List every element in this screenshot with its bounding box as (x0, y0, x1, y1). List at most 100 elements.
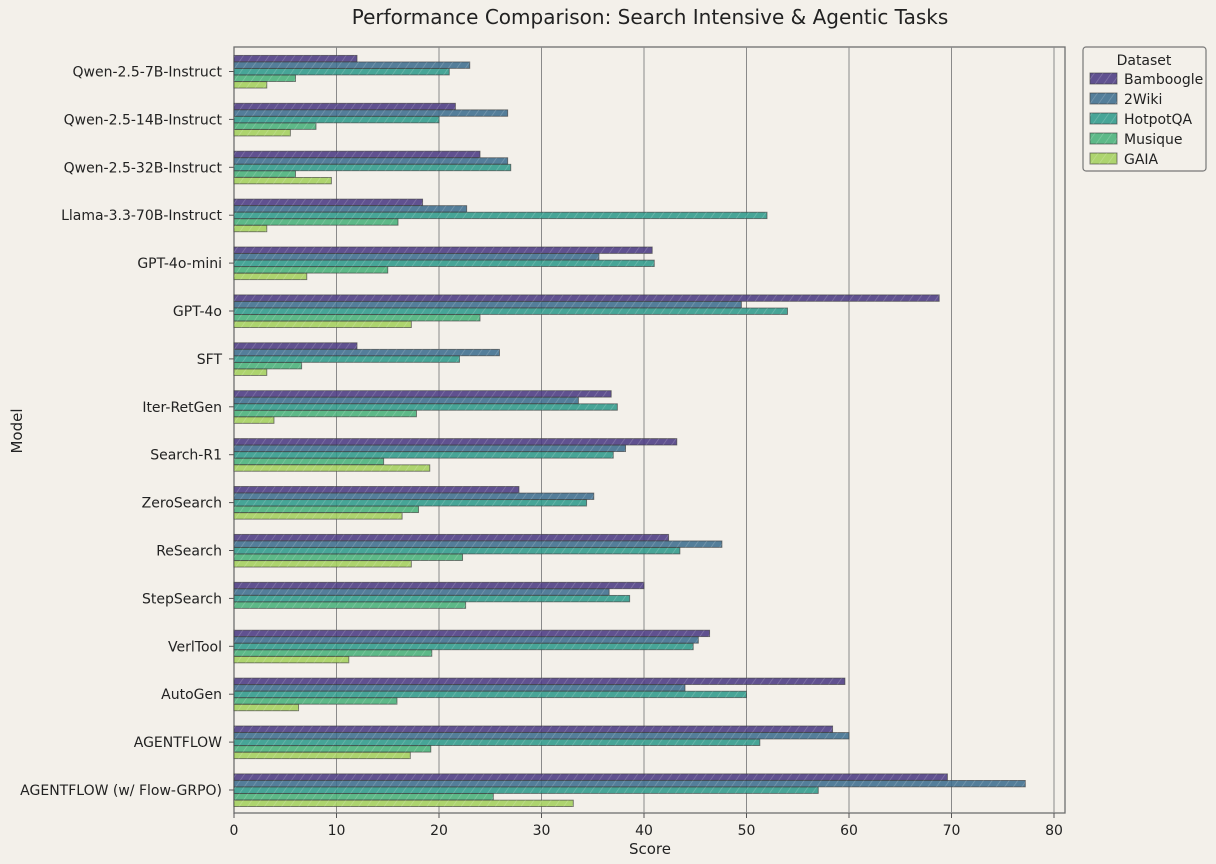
bar-gaia-15 (233, 799, 574, 807)
bar-musique-5 (233, 314, 481, 322)
legend-label: GAIA (1124, 152, 1159, 168)
x-tick-label-50: 50 (738, 823, 756, 839)
bar-2wiki-13 (233, 684, 686, 692)
bar-gaia-0 (233, 81, 268, 89)
bar-hotpotqa-15 (233, 786, 819, 794)
bar-hotpotqa-0 (233, 68, 450, 76)
bar-musique-2 (233, 170, 296, 178)
bar-2wiki-1 (233, 109, 509, 117)
legend-label: 2Wiki (1124, 92, 1162, 108)
bar-2wiki-14 (233, 732, 850, 740)
bar-musique-1 (233, 122, 317, 130)
y-tick-label: Qwen-2.5-14B-Instruct (64, 112, 223, 128)
y-tick-label: ReSearch (156, 544, 222, 560)
x-tick-label-70: 70 (943, 823, 961, 839)
x-tick-label-20: 20 (430, 823, 448, 839)
bar-gaia-1 (233, 129, 291, 137)
bar-gaia-12 (233, 655, 350, 664)
bar-hotpotqa-14 (233, 738, 761, 746)
bar-gaia-13 (233, 703, 300, 712)
legend-item-hotpotqa: HotpotQA (1089, 112, 1193, 128)
y-tick-label: StepSearch (142, 591, 222, 607)
y-tick-label: Search-R1 (150, 448, 222, 464)
bar-hotpotqa-10 (233, 547, 681, 555)
x-axis-label: Score (629, 840, 671, 858)
bar-gaia-2 (233, 176, 332, 185)
bar-musique-4 (233, 266, 389, 274)
bar-bamboogle-15 (233, 773, 948, 781)
bar-bamboogle-10 (233, 533, 670, 542)
bar-2wiki-10 (233, 540, 723, 548)
bar-hotpotqa-1 (233, 115, 440, 124)
bar-gaia-3 (233, 224, 268, 233)
y-tick-label: Qwen-2.5-7B-Instruct (73, 65, 223, 81)
x-tick-label-0: 0 (230, 823, 239, 839)
bar-bamboogle-3 (233, 198, 424, 206)
bar-2wiki-8 (233, 444, 626, 453)
x-tick-label-40: 40 (635, 823, 653, 839)
legend-label: HotpotQA (1124, 112, 1193, 128)
bar-bamboogle-4 (233, 246, 653, 254)
bar-hotpotqa-6 (233, 355, 460, 363)
y-tick-label: AGENTFLOW (w/ Flow-GRPO) (20, 783, 222, 799)
bar-bamboogle-6 (233, 342, 358, 350)
legend-label: Bamboogle (1124, 72, 1203, 88)
bar-musique-8 (233, 457, 385, 466)
bars-layer (233, 54, 1026, 807)
bar-gaia-9 (233, 512, 403, 520)
bar-gaia-10 (233, 560, 412, 568)
y-tick-label: ZeroSearch (142, 496, 222, 512)
y-tick-label: GPT-4o-mini (137, 256, 222, 272)
bar-hotpotqa-7 (233, 403, 618, 411)
bar-gaia-8 (233, 464, 431, 472)
bar-bamboogle-13 (233, 677, 846, 685)
legend-label: Musique (1124, 132, 1183, 148)
bar-2wiki-6 (233, 348, 500, 357)
bar-musique-9 (233, 505, 419, 514)
bar-bamboogle-12 (233, 629, 711, 638)
bar-2wiki-3 (233, 205, 468, 213)
legend-item-musique: Musique (1089, 132, 1183, 148)
bar-2wiki-7 (233, 396, 579, 405)
bar-hotpotqa-11 (233, 594, 631, 603)
x-tick-label-80: 80 (1045, 823, 1063, 839)
bar-bamboogle-5 (233, 294, 940, 302)
bar-hotpotqa-2 (233, 163, 512, 172)
bar-musique-13 (233, 697, 398, 705)
legend-item-gaia: GAIA (1089, 152, 1159, 168)
bar-hotpotqa-8 (233, 451, 614, 459)
bar-hotpotqa-13 (233, 690, 747, 699)
bar-gaia-5 (233, 320, 412, 328)
bar-bamboogle-0 (233, 54, 358, 63)
y-axis-label: Model (8, 408, 26, 453)
bar-2wiki-9 (233, 492, 595, 500)
bar-2wiki-15 (233, 780, 1026, 788)
bar-gaia-7 (233, 416, 275, 424)
y-tick-label: SFT (197, 352, 223, 368)
bar-hotpotqa-5 (233, 307, 788, 315)
legend-items: Bamboogle 2Wiki HotpotQA Musique GAIA (1089, 72, 1203, 168)
bar-2wiki-2 (233, 157, 509, 165)
bar-musique-7 (233, 409, 417, 418)
bar-hotpotqa-4 (233, 259, 655, 267)
bar-musique-6 (233, 362, 303, 370)
bar-bamboogle-14 (233, 725, 834, 733)
x-tick-label-60: 60 (840, 823, 858, 839)
bar-musique-11 (233, 601, 467, 609)
chart-title: Performance Comparison: Search Intensive… (352, 5, 949, 29)
bar-2wiki-11 (233, 588, 610, 596)
legend-item-2wiki: 2Wiki (1089, 92, 1162, 108)
bar-2wiki-0 (233, 61, 471, 69)
x-axis-ticks: 0 10 20 30 40 50 60 70 80 (230, 813, 1063, 839)
bar-bamboogle-8 (233, 438, 678, 446)
bar-bamboogle-11 (233, 581, 645, 590)
bar-hotpotqa-9 (233, 499, 588, 507)
bar-musique-14 (233, 745, 432, 753)
bar-gaia-14 (233, 751, 411, 760)
bar-musique-10 (233, 553, 464, 561)
y-tick-label: AGENTFLOW (134, 735, 222, 751)
y-tick-label: Iter-RetGen (142, 400, 222, 416)
y-tick-label: Qwen-2.5-32B-Instruct (64, 160, 223, 176)
bar-bamboogle-7 (233, 390, 612, 398)
